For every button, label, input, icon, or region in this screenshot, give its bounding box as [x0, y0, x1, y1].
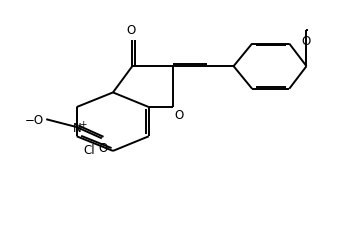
Text: Cl: Cl	[83, 143, 95, 156]
Text: O: O	[302, 35, 311, 48]
Text: O: O	[127, 24, 136, 36]
Text: N: N	[73, 121, 82, 134]
Text: +: +	[79, 120, 87, 129]
Text: O: O	[98, 142, 108, 155]
Text: O: O	[174, 108, 183, 121]
Text: −O: −O	[25, 113, 44, 126]
